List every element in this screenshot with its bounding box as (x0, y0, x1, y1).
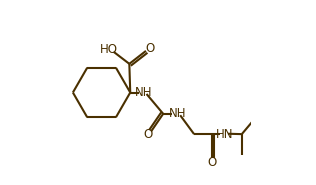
Text: O: O (207, 156, 216, 169)
Text: O: O (143, 128, 152, 141)
Text: NH: NH (135, 86, 152, 99)
Text: NH: NH (168, 107, 186, 120)
Text: O: O (145, 42, 155, 55)
Text: HN: HN (216, 128, 234, 141)
Text: HO: HO (100, 43, 118, 56)
